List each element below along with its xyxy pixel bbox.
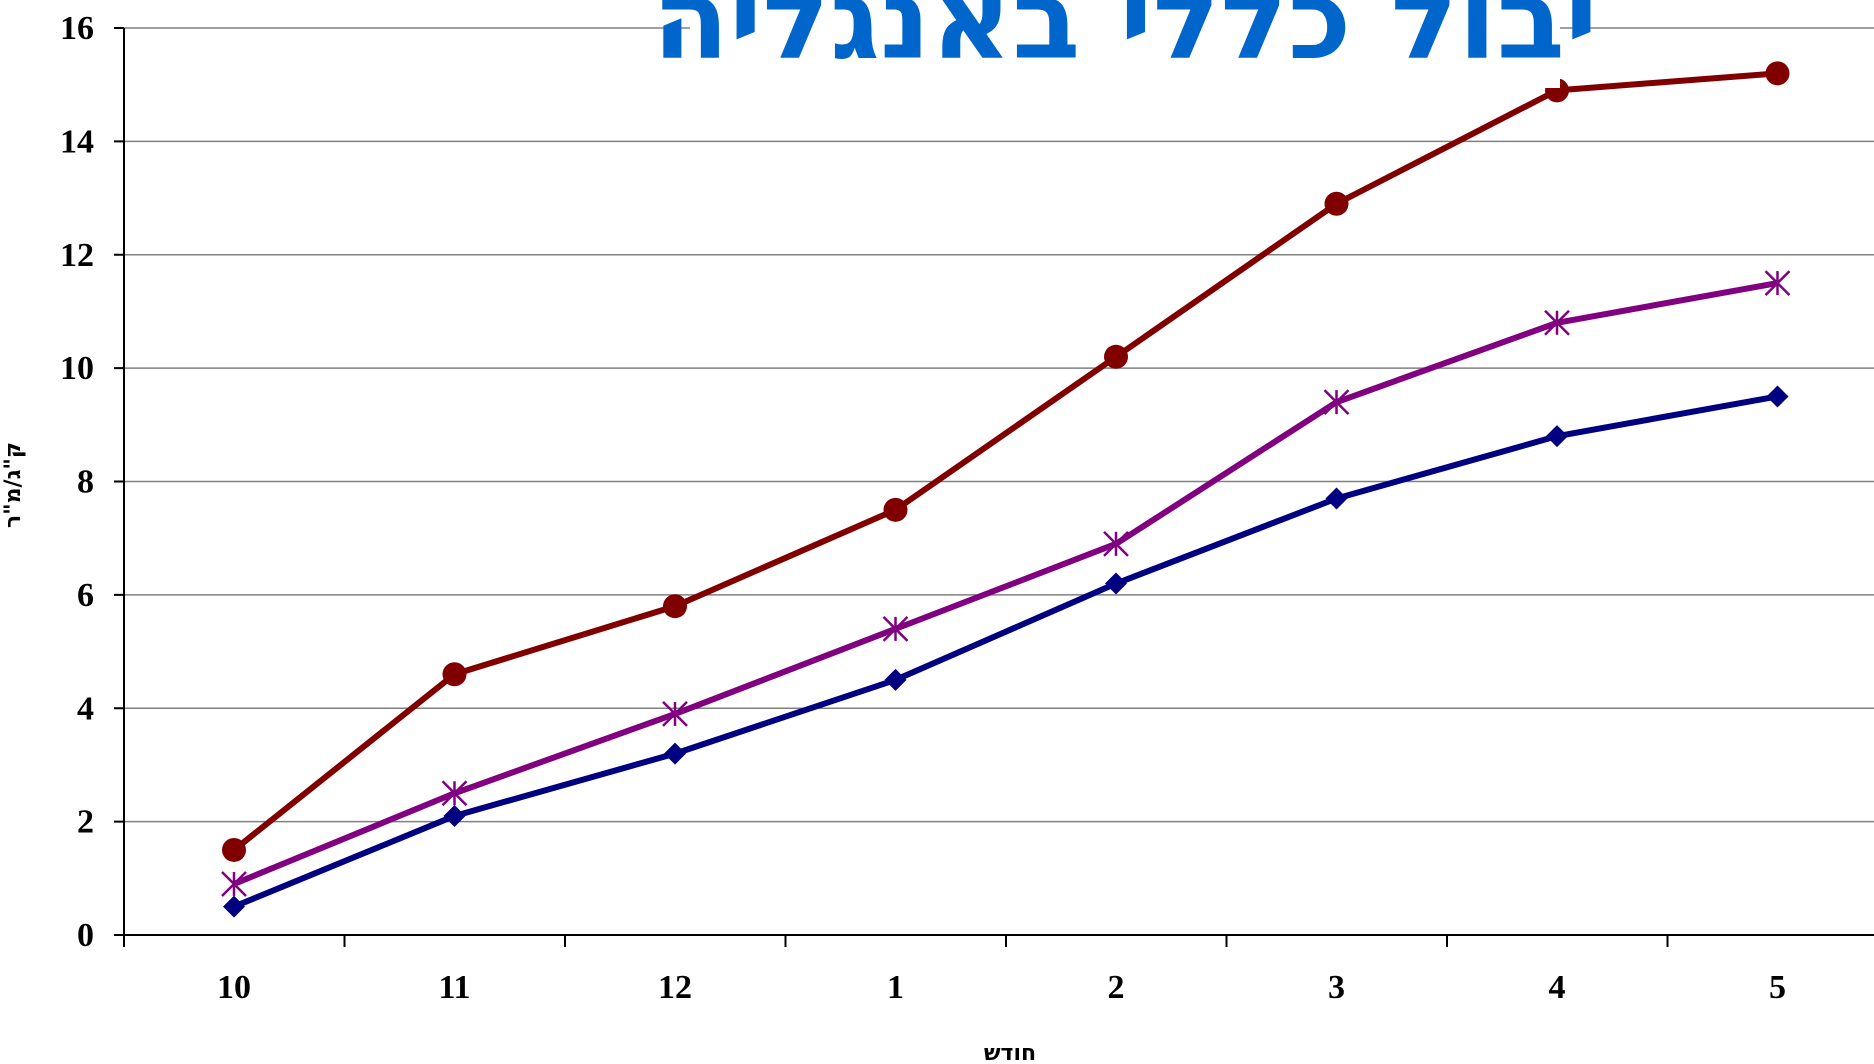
data-point [222, 837, 246, 862]
x-tick-label: 1 [887, 969, 904, 1006]
data-point [1105, 572, 1127, 595]
x-tick-label: 5 [1769, 969, 1786, 1006]
data-point [664, 742, 686, 765]
y-tick-label: 16 [60, 10, 94, 47]
data-point [1765, 61, 1790, 86]
series-diamond [223, 385, 1789, 918]
y-axis-title: ק"ג/מ"ר [1, 442, 26, 528]
series-line [232, 280, 1779, 887]
y-tick-label: 8 [77, 464, 94, 501]
data-point [443, 804, 466, 827]
data-point [441, 780, 468, 807]
data-point [884, 668, 907, 691]
series-asterisk [221, 270, 1791, 897]
data-series [221, 61, 1791, 918]
series-circle [222, 61, 1790, 862]
y-tick-label: 6 [77, 577, 94, 614]
data-point [662, 701, 688, 727]
series-line [232, 393, 1779, 910]
y-tick-label: 0 [77, 917, 94, 954]
data-point [221, 871, 247, 897]
data-point [1325, 487, 1348, 510]
data-point [1546, 425, 1568, 448]
chart-title-background [690, 0, 1560, 88]
x-tick-label: 11 [438, 969, 470, 1006]
data-point [1544, 309, 1570, 336]
x-tick-label: 2 [1108, 969, 1125, 1006]
data-point [1764, 270, 1791, 296]
y-tick-label: 12 [60, 237, 94, 274]
y-tick-label: 4 [77, 690, 94, 727]
x-axis-title: חודש [984, 1041, 1036, 1064]
data-point [1324, 191, 1349, 216]
x-tick-label: 4 [1549, 969, 1566, 1006]
data-point [1323, 389, 1350, 416]
data-point [883, 497, 908, 522]
data-point [663, 594, 687, 619]
data-point [442, 662, 467, 687]
x-tick-label: 12 [658, 969, 692, 1006]
data-point [1104, 344, 1128, 369]
x-tick-label: 10 [217, 969, 251, 1006]
data-point [1766, 385, 1789, 408]
x-tick-label: 3 [1328, 969, 1345, 1006]
y-tick-label: 10 [60, 350, 94, 387]
data-point [1103, 530, 1129, 557]
data-point [223, 895, 245, 918]
y-tick-label: 14 [60, 123, 94, 160]
chart-title: יבול כללי באנגליה [652, 0, 1598, 85]
data-point [882, 616, 909, 642]
y-tick-label: 2 [77, 804, 94, 841]
series-line [232, 70, 1778, 853]
